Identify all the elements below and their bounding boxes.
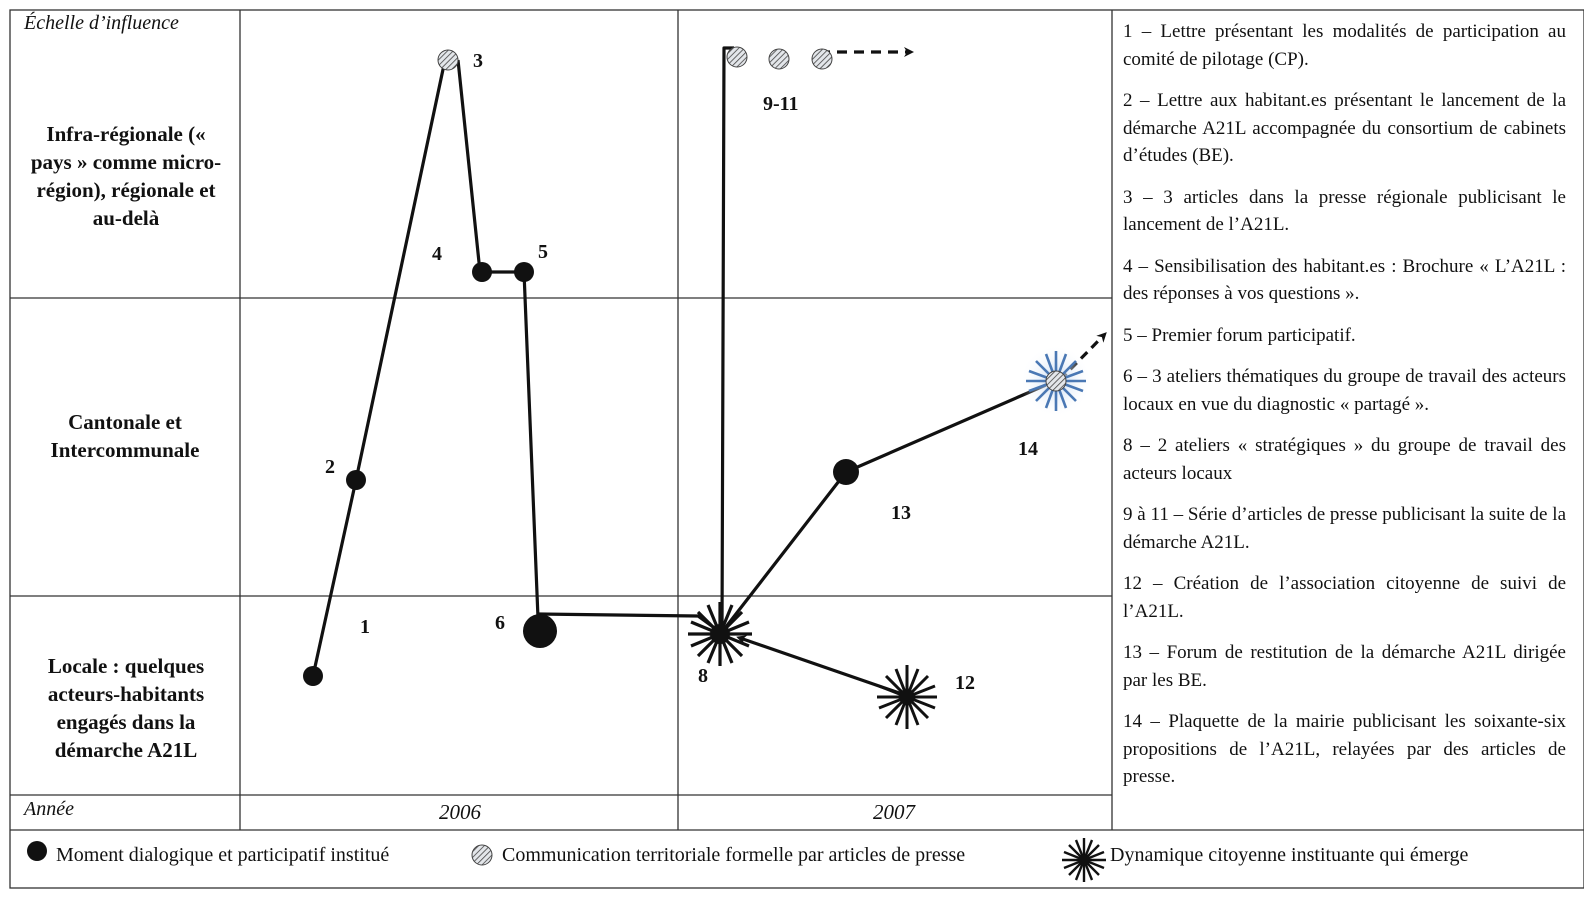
legend-item-6: 6 – 3 ateliers thématiques du groupe de … — [1123, 366, 1566, 415]
point-14-star — [1020, 345, 1092, 417]
label-1: 1 — [360, 616, 370, 638]
trajectory — [311, 46, 1107, 698]
point-12-star — [877, 665, 937, 729]
legend-star-icon — [1062, 838, 1106, 882]
label-5: 5 — [538, 241, 548, 263]
legend-hatched-icon — [471, 844, 493, 866]
legend-star-label: Dynamique citoyenne instituante qui émer… — [1110, 844, 1469, 866]
label-13: 13 — [891, 502, 911, 524]
legend-item-4: 4 – Sensibilisation des habitant.es : Br… — [1123, 255, 1566, 305]
legend-dot-label: Moment dialogique et participatif instit… — [56, 844, 390, 866]
legend-item-5: 5 – Premier forum participatif. — [1123, 324, 1356, 346]
legend-hatched-label: Communication territoriale formelle par … — [502, 844, 966, 866]
year-2007: 2007 — [873, 800, 915, 824]
point-labels: 1 2 3 4 5 6 8 9-11 12 13 14 — [325, 50, 1038, 694]
path-1-to-3 — [311, 59, 447, 677]
level-cantonale: Cantonale et Intercommunale — [50, 410, 200, 462]
legend-item-13: 13 – Forum de restitution de la démarche… — [1123, 642, 1566, 691]
legend-item-12: 12 – Création de l’association citoyenne… — [1123, 573, 1566, 622]
point-11-hatched — [811, 48, 833, 70]
scale-header: Échelle d’influence — [24, 12, 179, 34]
legend-item-14: 14 – Plaquette de la mairie publicisant … — [1123, 711, 1566, 787]
label-12: 12 — [955, 672, 975, 694]
point-1-dot — [303, 666, 323, 686]
grid — [9, 9, 1584, 889]
path-8-to-911 — [720, 46, 734, 633]
legend-item-2: 2 – Lettre aux habitant.es présentant le… — [1123, 90, 1566, 166]
label-14: 14 — [1018, 438, 1038, 460]
point-2-dot — [346, 470, 366, 490]
symbol-legend: Moment dialogique et participatif instit… — [14, 838, 1574, 878]
legend-symbols — [27, 838, 1106, 882]
label-2: 2 — [325, 456, 335, 478]
legend-dot-icon — [27, 841, 47, 861]
label-6: 6 — [495, 612, 505, 634]
path-8-to-14 — [720, 383, 1047, 633]
point-4-dot — [472, 262, 492, 282]
label-4: 4 — [432, 243, 442, 265]
point-3-hatched — [437, 49, 459, 71]
level-locale: Locale : quelques acteurs-habitants enga… — [47, 654, 205, 762]
path-3-to-6 — [456, 59, 540, 619]
hatched-points — [437, 46, 833, 71]
legend-panel: 1 – Lettre présentant les modalités de p… — [1118, 18, 1566, 805]
point-8-star — [688, 602, 752, 666]
legend-item-9-11: 9 à 11 – Série d’articles de presse publ… — [1123, 504, 1566, 553]
label-911: 9-11 — [763, 93, 799, 115]
legend-item-1: 1 – Lettre présentant les modalités de p… — [1123, 21, 1566, 70]
point-10-hatched — [768, 48, 790, 70]
label-8: 8 — [698, 665, 708, 687]
year-header: Année — [24, 798, 74, 820]
point-6-dot — [523, 614, 557, 648]
label-3: 3 — [473, 50, 483, 72]
point-9-hatched — [726, 46, 748, 68]
legend-item-3: 3 – 3 articles dans la presse régionale … — [1123, 186, 1566, 236]
point-5-dot — [514, 262, 534, 282]
year-2006: 2006 — [439, 800, 481, 824]
point-13-dot — [833, 459, 859, 485]
level-infra-regionale: Infra-régionale (« pays » comme micro-ré… — [30, 122, 222, 230]
legend-item-8: 8 – 2 ateliers « stratégiques » du group… — [1123, 435, 1566, 484]
dots — [303, 262, 859, 686]
